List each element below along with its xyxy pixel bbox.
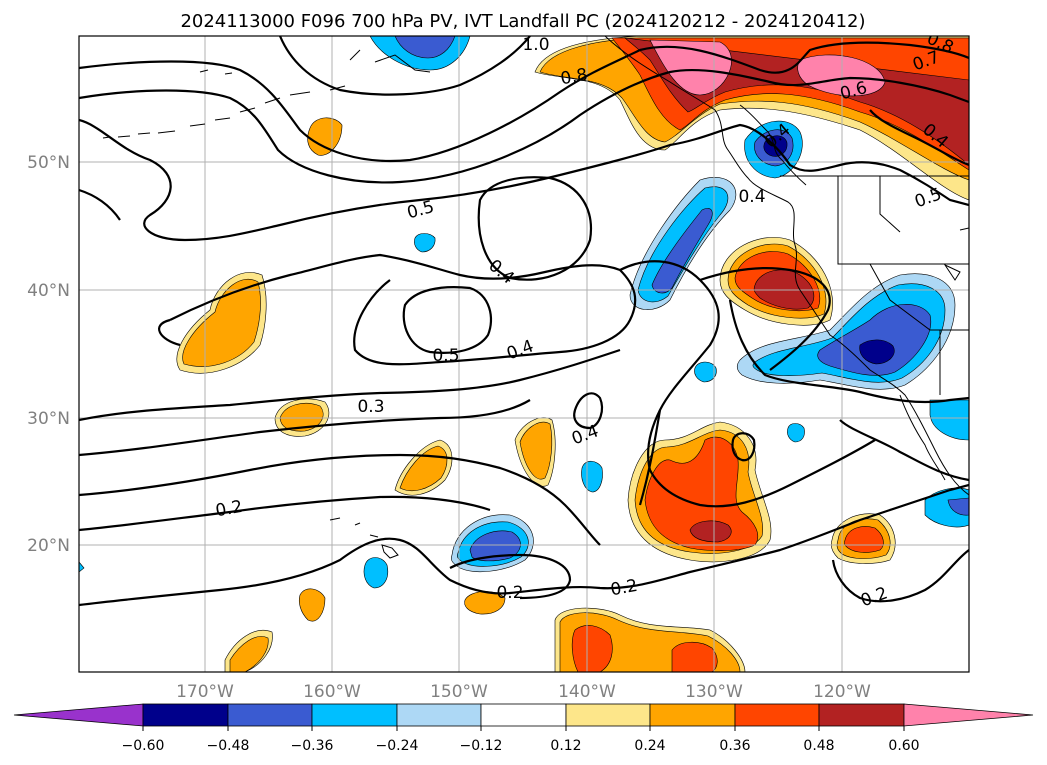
colorbar-tick-label: −0.24 [376,738,419,754]
contour-label: 1.0 [522,35,549,55]
colorbar [13,703,1034,727]
pv-contours [79,36,969,607]
contour-label: 0.2 [496,583,523,603]
lon-tick-label: 160°W [303,682,361,702]
lon-tick-label: 120°W [813,682,871,702]
contour-label: 0.4 [738,187,765,207]
colorbar-tick-label: 0.60 [888,738,919,754]
lon-tick-label: 150°W [430,682,488,702]
lon-tick-label: 170°W [176,682,234,702]
colorbar-tick-label: 0.48 [803,738,834,754]
lat-tick-label: 50°N [27,153,70,173]
colorbar-segment [818,703,905,727]
colorbar-segment [227,703,313,727]
colorbar-tick-label: 0.24 [634,738,665,754]
gridlines [79,36,969,672]
islands [102,49,431,559]
colorbar-segment [480,703,567,727]
map-title: 2024113000 F096 700 hPa PV, IVT Landfall… [180,11,865,32]
colorbar-segment [142,703,229,727]
contour-label: 0.8 [559,65,589,89]
colorbar-tick-label: −0.36 [291,738,334,754]
pc-shading [79,36,969,672]
contour-label: 0.2 [214,497,244,521]
colorbar-tick-label: −0.12 [460,738,503,754]
contour-label: 0.5 [432,346,459,366]
colorbar-tick-label: −0.48 [207,738,250,754]
colorbar-segment [311,703,398,727]
colorbar-tick-label: 0.36 [719,738,750,754]
lon-tick-label: 130°W [685,682,743,702]
contour-label: 0.2 [609,576,639,600]
colorbar-extend-low [13,703,144,727]
lat-tick-label: 20°N [27,536,70,556]
map-frame [78,35,970,673]
colorbar-tick-label: −0.60 [122,738,165,754]
map-panel: 1.0 0.8 0.6 0.7 0.8 0.4 0.5 0.4 0.5 0.4 … [79,35,969,672]
colorbar-segment [396,703,482,727]
longitude-labels: 170°W 160°W 150°W 140°W 130°W 120°W [176,682,871,702]
lon-tick-label: 140°W [558,682,616,702]
colorbar-tick-labels: −0.60 −0.48 −0.36 −0.24 −0.12 0.12 0.24 … [122,738,920,754]
colorbar-segment [734,703,820,727]
colorbar-segment [649,703,736,727]
colorbar-segment [565,703,651,727]
lat-tick-label: 40°N [27,281,70,301]
colorbar-tick-label: 0.12 [550,738,581,754]
contour-label: 0.3 [357,397,384,417]
colorbar-extend-high [903,703,1034,727]
colorbar-ticks [142,726,905,731]
lat-tick-label: 30°N [27,409,70,429]
latitude-labels: 50°N 40°N 30°N 20°N [27,153,70,556]
